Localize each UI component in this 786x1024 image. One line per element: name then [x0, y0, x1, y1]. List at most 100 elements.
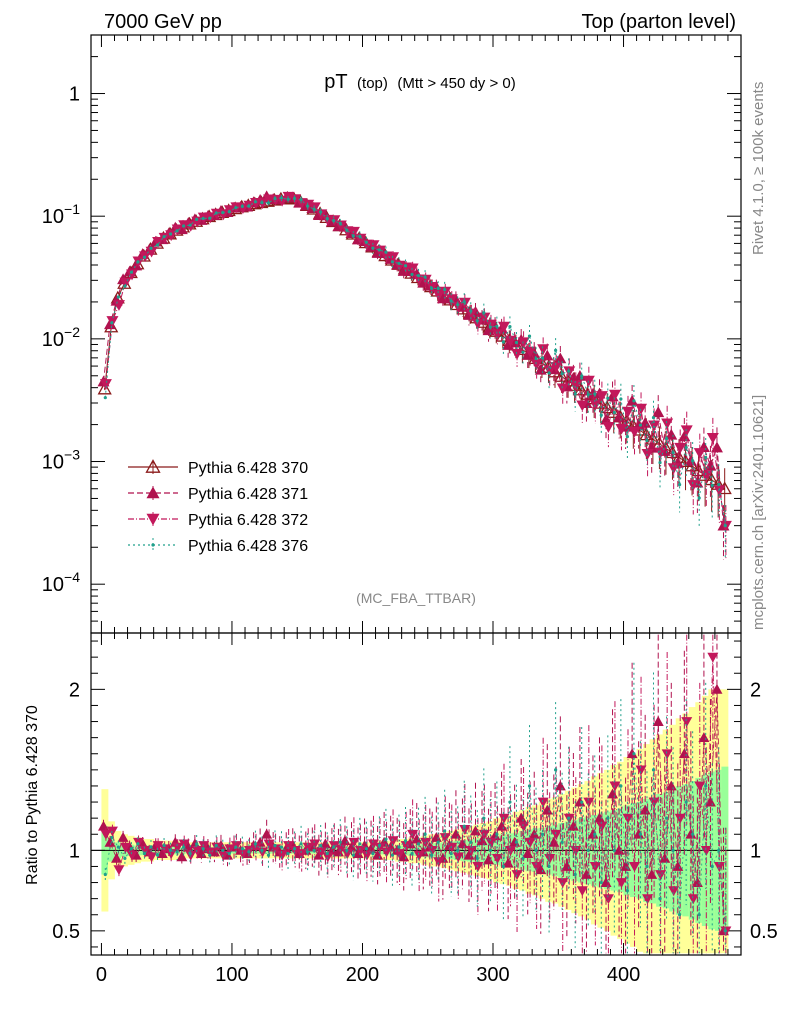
data-point	[299, 198, 303, 202]
data-point	[567, 369, 571, 373]
ratio-point	[149, 845, 153, 849]
ratio-point	[103, 872, 107, 877]
x-tick-label: 0	[96, 964, 107, 986]
ratio-point	[599, 880, 603, 885]
ratio-point	[456, 848, 460, 852]
ratio-point	[681, 717, 693, 728]
ratio-point	[217, 850, 229, 861]
ratio-point	[372, 849, 384, 860]
ratio-point	[420, 837, 432, 848]
ratio-point	[237, 849, 249, 860]
ratio-point	[283, 841, 295, 852]
data-point	[621, 406, 634, 418]
data-point	[593, 392, 597, 396]
data-point	[615, 424, 628, 435]
data-point	[456, 303, 460, 307]
data-point	[674, 442, 687, 454]
ratio-point	[266, 853, 271, 857]
ratio-point	[129, 847, 134, 851]
ratio-point	[717, 848, 721, 852]
data-point	[697, 496, 701, 500]
y-tick-label-ratio: 1	[69, 840, 80, 862]
data-point	[514, 340, 519, 345]
data-point	[103, 396, 107, 400]
ratio-point	[645, 864, 649, 869]
ratio-point	[299, 842, 303, 846]
data-point	[201, 216, 205, 221]
ratio-point	[162, 843, 166, 848]
legend-item: Pythia 6.428 370	[128, 459, 308, 477]
data-point	[112, 300, 125, 311]
ratio-point	[449, 851, 453, 856]
data-point	[540, 356, 545, 360]
data-point	[517, 337, 530, 349]
data-point	[260, 201, 264, 205]
data-point	[142, 255, 147, 259]
data-point	[619, 397, 623, 401]
data-point	[527, 334, 532, 338]
ratio-point	[593, 832, 597, 836]
data-point	[417, 276, 430, 288]
ratio-point	[374, 842, 386, 853]
data-point	[687, 480, 700, 491]
ratio-point	[270, 844, 282, 855]
data-point	[240, 204, 244, 208]
ratio-point	[279, 845, 284, 849]
ratio-point	[214, 843, 218, 848]
data-point	[332, 218, 336, 223]
ratio-point	[505, 845, 517, 856]
data-point	[410, 272, 414, 277]
ratio-point	[430, 831, 442, 842]
data-point	[658, 460, 662, 465]
ratio-point	[332, 846, 344, 857]
data-point	[266, 201, 271, 205]
ratio-point	[691, 832, 695, 836]
ratio-point	[684, 800, 688, 804]
ratio-series-line	[105, 657, 727, 931]
data-point	[710, 483, 714, 487]
data-point	[403, 264, 408, 268]
data-point	[439, 286, 452, 298]
ratio-point	[104, 836, 116, 847]
ratio-point	[489, 830, 501, 841]
data-point	[110, 321, 114, 325]
ratio-point	[201, 847, 205, 851]
y-tick-exp: −4	[64, 569, 80, 585]
ratio-point	[488, 848, 492, 852]
data-point	[358, 234, 362, 238]
ratio-point	[570, 845, 582, 856]
data-point	[162, 235, 166, 239]
data-point	[491, 329, 504, 341]
ratio-point	[704, 796, 716, 807]
ratio-point	[159, 844, 171, 855]
legend-marker	[151, 543, 155, 547]
ratio-point	[459, 825, 471, 835]
ratio-point	[456, 838, 468, 849]
mcplots-label: mcplots.cern.ch [arXiv:2401.10621]	[750, 395, 767, 630]
ratio-point	[576, 886, 588, 897]
data-point	[680, 425, 693, 437]
data-point	[704, 455, 708, 460]
ratio-panel: 0 100 200 300 400 2 2 1 1 0.5 0.5	[52, 632, 778, 986]
ratio-point	[142, 851, 147, 856]
ratio-point	[136, 842, 140, 846]
ratio-point	[397, 845, 401, 849]
data-point	[511, 348, 524, 360]
ratio-point	[658, 897, 662, 901]
data-point	[452, 302, 465, 313]
ratio-point	[168, 848, 173, 852]
ratio-point	[224, 844, 236, 855]
data-point	[449, 299, 453, 303]
data-point	[589, 399, 602, 411]
ratio-point	[626, 748, 638, 759]
data-point	[632, 399, 636, 403]
ratio-point	[478, 829, 490, 840]
ratio-point	[527, 784, 532, 788]
ratio-point	[704, 784, 708, 788]
x-tick-label: 400	[607, 964, 640, 986]
ratio-point	[309, 839, 321, 850]
ratio-point	[117, 831, 129, 842]
ratio-point	[100, 829, 112, 840]
ratio-point	[642, 894, 654, 905]
y-tick-exp: −3	[64, 447, 80, 463]
